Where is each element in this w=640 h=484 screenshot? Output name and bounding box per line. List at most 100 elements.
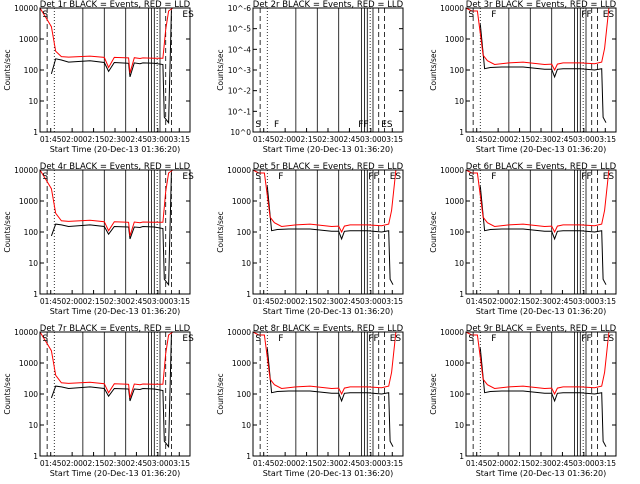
x-tick-label: 03:15 — [381, 459, 403, 468]
panel-title: Det 3r BLACK = Events, RED = LLD — [466, 0, 617, 10]
panel-title: Det 6r BLACK = Events, RED = LLD — [466, 162, 617, 172]
marker-label: ES — [182, 10, 194, 20]
panel-5: Det 5r BLACK = Events, RED = LLD 1 10 100 10… — [216, 162, 404, 316]
marker-label: FF — [581, 10, 591, 20]
y-tick-label: 100 — [24, 66, 39, 75]
marker-label: F — [278, 172, 283, 182]
panel-3: Det 3r BLACK = Events, RED = LLD 1 10 100 10… — [429, 0, 617, 154]
marker-label: ES — [603, 172, 615, 182]
x-tick-label: 03:15 — [381, 135, 403, 144]
x-tick-label: 02:45 — [126, 297, 148, 306]
x-tick-label: 02:45 — [552, 297, 574, 306]
series-line — [465, 331, 610, 396]
x-tick-label: 01:45 — [253, 297, 275, 306]
y-axis-label: Counts/sec — [216, 373, 225, 414]
panel-title: Det 8r BLACK = Events, RED = LLD — [253, 324, 404, 334]
series-line — [39, 169, 174, 237]
x-tick-label: 02:15 — [83, 297, 105, 306]
x-tick-label: 02:15 — [83, 135, 105, 144]
y-axis-label: Counts/sec — [3, 211, 12, 252]
series-line — [50, 172, 172, 287]
x-tick-label: 03:00 — [360, 297, 382, 306]
x-tick-label: 02:30 — [317, 135, 339, 144]
y-tick-label: 10 — [241, 421, 251, 430]
x-axis-label: Start Time (20-Dec-13 01:36:20) — [50, 145, 181, 154]
marker-label: FF — [581, 172, 591, 182]
marker-label: ES — [603, 10, 615, 20]
panel-7: Det 7r BLACK = Events, RED = LLD 1 10 100 10… — [3, 324, 194, 478]
y-tick-label: 10000 — [14, 166, 38, 175]
marker-label: S — [468, 172, 474, 182]
series-line — [465, 7, 610, 72]
y-tick-label: 100 — [24, 390, 39, 399]
y-tick-label: 1000 — [445, 359, 464, 368]
y-tick-label: 1000 — [232, 359, 251, 368]
series-line — [252, 331, 397, 396]
y-tick-label: 100 — [237, 390, 252, 399]
y-tick-label: 10 — [241, 259, 251, 268]
series-line — [479, 24, 607, 123]
y-axis-label: Counts/sec — [216, 49, 225, 90]
marker-label: F — [278, 334, 283, 344]
x-tick-label: 01:45 — [253, 459, 275, 468]
x-tick-label: 02:00 — [61, 459, 83, 468]
x-tick-label: 03:00 — [147, 135, 169, 144]
plot-frame — [252, 7, 404, 133]
x-tick-label: 02:15 — [509, 459, 531, 468]
series-line — [50, 334, 172, 449]
y-tick-label: 1 — [33, 452, 38, 461]
x-tick-label: 02:45 — [552, 135, 574, 144]
x-tick-label: 02:00 — [274, 135, 296, 144]
y-tick-label: 10^-3 — [228, 66, 252, 75]
marker-label: ES — [381, 120, 393, 130]
y-tick-label: 10^-6 — [228, 4, 252, 13]
panel-title: Det 9r BLACK = Events, RED = LLD — [466, 324, 617, 334]
y-tick-label: 10000 — [440, 4, 464, 13]
x-tick-label: 03:15 — [381, 297, 403, 306]
x-tick-label: 02:00 — [61, 135, 83, 144]
y-tick-label: 100 — [450, 228, 465, 237]
series-line — [39, 331, 174, 399]
marker-label: S — [468, 334, 474, 344]
y-tick-label: 1000 — [232, 197, 251, 206]
x-tick-label: 02:00 — [487, 297, 509, 306]
x-tick-label: 03:15 — [594, 297, 616, 306]
panel-6: Det 6r BLACK = Events, RED = LLD 1 10 100 10… — [429, 162, 617, 316]
x-tick-label: 02:15 — [83, 459, 105, 468]
y-tick-label: 100 — [24, 228, 39, 237]
x-tick-label: 02:15 — [509, 297, 531, 306]
x-axis-label: Start Time (20-Dec-13 01:36:20) — [263, 307, 394, 316]
x-tick-label: 02:15 — [296, 135, 318, 144]
x-tick-label: 01:45 — [466, 459, 488, 468]
y-tick-label: 100 — [450, 66, 465, 75]
y-tick-label: 1000 — [445, 35, 464, 44]
series-line — [252, 169, 397, 234]
x-tick-label: 02:45 — [126, 135, 148, 144]
marker-label: ES — [390, 334, 402, 344]
y-tick-label: 10000 — [227, 328, 251, 337]
marker-label: S — [255, 172, 261, 182]
x-tick-label: 02:45 — [339, 135, 361, 144]
panel-9: Det 9r BLACK = Events, RED = LLD 1 10 100 10… — [429, 324, 617, 478]
panel-1: Det 1r BLACK = Events, RED = LLD 1 10 100 10… — [3, 0, 194, 154]
x-tick-label: 02:30 — [104, 135, 126, 144]
panel-title: Det 2r BLACK = Events, RED = LLD — [253, 0, 404, 10]
series-line — [479, 186, 607, 285]
y-tick-label: 1 — [459, 290, 464, 299]
y-tick-label: 10 — [454, 97, 464, 106]
y-axis-label: Counts/sec — [3, 49, 12, 90]
x-tick-label: 03:00 — [573, 297, 595, 306]
y-axis-label: Counts/sec — [3, 373, 12, 414]
x-tick-label: 02:45 — [339, 297, 361, 306]
marker-label: S — [468, 10, 474, 20]
x-axis-label: Start Time (20-Dec-13 01:36:20) — [50, 469, 181, 478]
marker-label: ES — [390, 172, 402, 182]
plot-frame — [39, 169, 191, 295]
marker-label: FF — [368, 334, 378, 344]
y-tick-label: 10 — [454, 421, 464, 430]
series-line — [39, 7, 174, 74]
x-tick-label: 03:15 — [594, 135, 616, 144]
y-axis-label: Counts/sec — [429, 49, 438, 90]
